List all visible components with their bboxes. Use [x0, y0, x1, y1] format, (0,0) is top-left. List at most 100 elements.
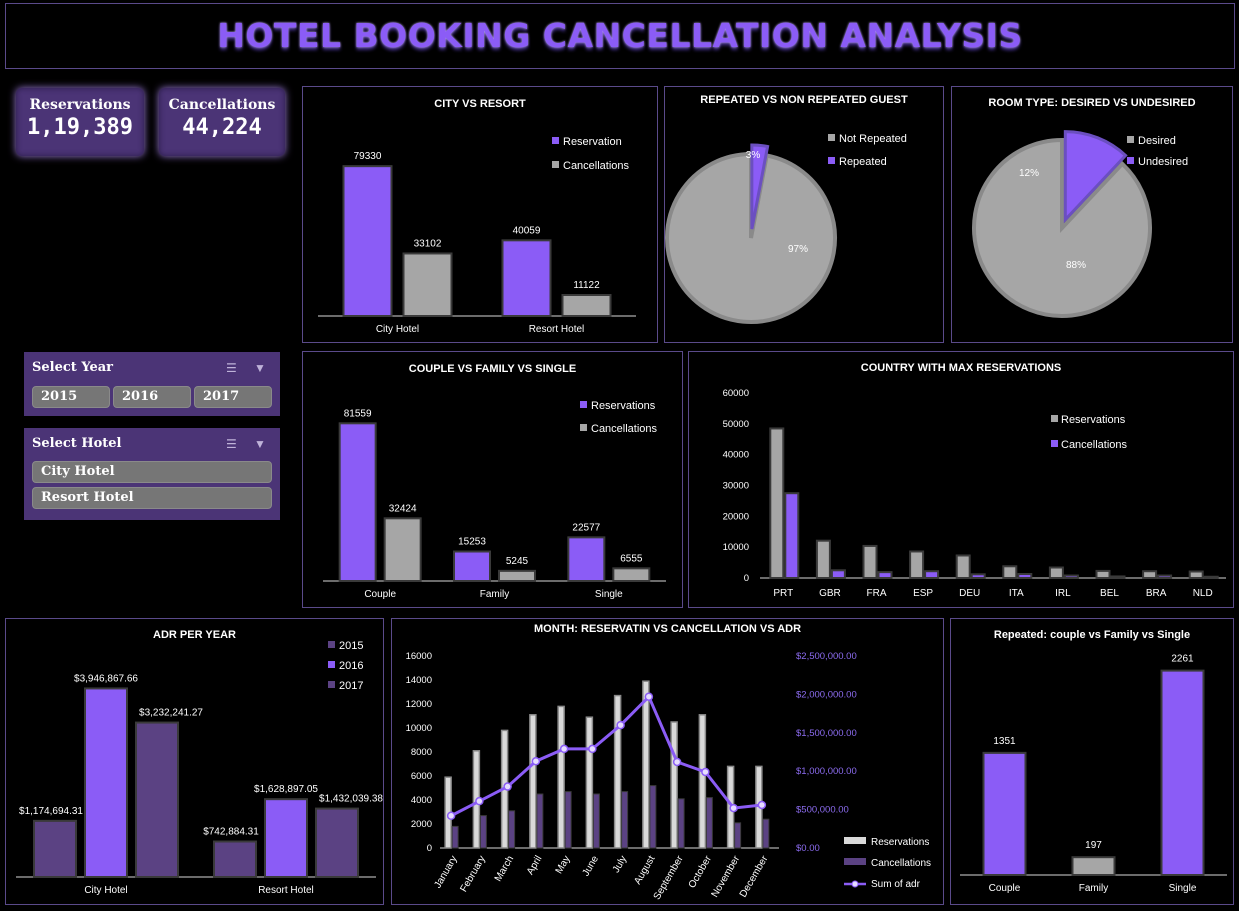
x-tick-label: January [432, 854, 459, 890]
hotel-slicer: Select Hotel ☰ ▼ City Hotel Resort Hotel [24, 428, 280, 520]
legend-swatch [1051, 440, 1058, 447]
data-label: $1,432,039.38 [319, 794, 383, 805]
x-tick-label: BEL [1100, 588, 1119, 599]
y-tick-label: 0 [427, 843, 432, 854]
data-label: 33102 [414, 238, 442, 249]
slicer-title: Select Hotel [32, 436, 122, 451]
bar [677, 798, 685, 849]
bar [982, 751, 1027, 876]
x-tick-label: Family [480, 589, 509, 600]
legend-swatch [844, 858, 866, 865]
data-label: 11122 [573, 280, 600, 291]
line-point [672, 757, 682, 767]
data-label: 79330 [354, 151, 382, 162]
data-label: 5245 [506, 556, 529, 567]
bar [315, 807, 359, 878]
bar [402, 252, 453, 317]
legend-label: Not Repeated [839, 133, 907, 145]
multi-select-icon[interactable]: ☰ [226, 361, 237, 375]
chart-title: Repeated: couple vs Family vs Single [993, 629, 1191, 641]
x-tick-label: August [632, 854, 657, 887]
bar [451, 825, 459, 849]
adr-per-year-chart: ADR PER YEAR City Hotel $1,174,694.31 $3,9… [5, 618, 384, 905]
bar [135, 721, 179, 878]
bar [213, 840, 257, 878]
multi-select-icon[interactable]: ☰ [226, 437, 237, 451]
bar [585, 716, 594, 849]
bar [501, 239, 552, 317]
pie-slice [972, 137, 1152, 318]
y-tick-label: 0 [744, 573, 749, 584]
clear-filter-icon[interactable]: ▼ [254, 437, 266, 451]
bar [498, 569, 536, 582]
clear-filter-icon[interactable]: ▼ [254, 361, 266, 375]
data-label: 2261 [1171, 654, 1194, 665]
x-tick-label: December [738, 853, 771, 899]
country-chart: COUNTRY WITH MAX RESERVATIONS 0 10000 2000… [688, 351, 1234, 608]
slicer-option-city-hotel[interactable]: City Hotel [32, 461, 272, 483]
line-point [503, 782, 512, 791]
room-type-chart: ROOM TYPE: DESIRED VS UNDESIRED 12% 88% De… [951, 86, 1233, 343]
data-label: 6555 [620, 553, 643, 564]
month-chart: MONTH: RESERVATIN VS CANCELLATION VS ADR… [391, 618, 944, 905]
kpi-value: 1,19,389 [27, 115, 133, 140]
bar [955, 554, 971, 580]
y-tick-label: 20000 [723, 511, 749, 522]
chart-title: MONTH: RESERVATIN VS CANCELLATION VS ADR [533, 623, 802, 635]
legend-label: Reservations [871, 837, 929, 848]
kpi-cancellations: Cancellations 44,224 [159, 88, 285, 156]
line-point [588, 744, 597, 754]
y-tick-label: 10000 [406, 723, 432, 734]
bar [1142, 570, 1158, 579]
x-tick-label: September [652, 853, 686, 901]
slicer-option-2015[interactable]: 2015 [32, 386, 110, 408]
legend-swatch [552, 161, 559, 168]
slicer-option-2017[interactable]: 2017 [194, 386, 272, 408]
data-label: $742,884.31 [203, 827, 259, 838]
x-tick-label: June [581, 854, 602, 879]
slicer-option-resort-hotel[interactable]: Resort Hotel [32, 487, 272, 509]
bar [453, 550, 491, 582]
bar [612, 567, 651, 582]
bar [862, 544, 878, 579]
y-tick-label: 30000 [723, 481, 749, 492]
x-tick-label: Couple [364, 589, 396, 600]
chart-title: ROOM TYPE: DESIRED VS UNDESIRED [988, 97, 1196, 109]
chart-title: CITY VS RESORT [434, 98, 526, 110]
line-point [644, 692, 654, 701]
bar [567, 536, 606, 582]
legend-label: 2017 [339, 680, 363, 692]
x-tick-label: October [687, 853, 715, 890]
month-plot: 0 2000 4000 6000 8000 10000 12000 14000 16000 $0.… [406, 651, 931, 902]
x-tick-label: NLD [1193, 588, 1213, 599]
x-tick-label: City Hotel [84, 885, 127, 896]
legend-label: Reservation [563, 136, 622, 148]
y2-tick-label: $1,000,000.00 [796, 766, 857, 777]
y-tick-label: 50000 [723, 419, 749, 430]
y2-tick-label: $2,000,000.00 [796, 689, 857, 700]
bar [698, 714, 707, 849]
y-tick-label: 12000 [406, 699, 432, 710]
slicer-title: Select Year [32, 360, 114, 375]
kpi-value: 44,224 [182, 115, 262, 140]
x-tick-label: IRL [1055, 588, 1071, 599]
x-tick-label: February [458, 854, 488, 894]
dashboard-title: HOTEL BOOKING CANCELLATION ANALYSIS [5, 3, 1235, 69]
bar [84, 687, 128, 879]
bar [1188, 570, 1204, 579]
bar [621, 791, 629, 849]
bar [769, 427, 785, 580]
bar [1017, 572, 1033, 580]
bar [924, 570, 940, 579]
bar [529, 714, 537, 849]
y-tick-label: 10000 [723, 542, 749, 553]
data-label: $1,174,694.31 [19, 806, 83, 817]
bar [33, 819, 77, 878]
repeated-type-plot: 1351 Couple 197 Family 2261 Single [960, 654, 1227, 894]
chart-title: ADR PER YEAR [153, 629, 236, 641]
data-label: $3,232,241.27 [139, 708, 203, 719]
slicer-option-2016[interactable]: 2016 [113, 386, 191, 408]
bar [649, 785, 657, 849]
legend-swatch [828, 134, 835, 141]
adr-per-year-plot: City Hotel $1,174,694.31 $3,946,867.66 $3,2… [16, 640, 383, 896]
